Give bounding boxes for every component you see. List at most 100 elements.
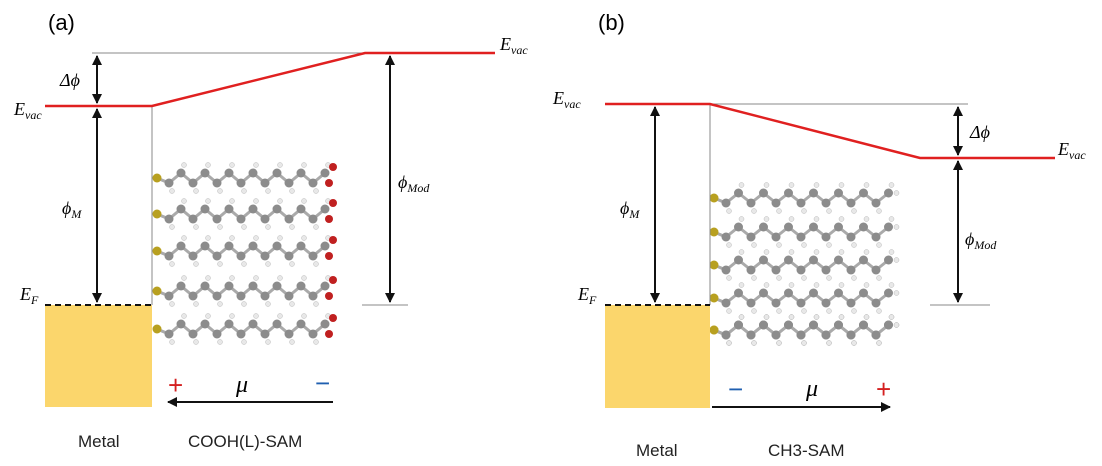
carbon [297,282,306,291]
hydrogen [814,315,819,320]
hydrogen [170,340,175,345]
hydrogen [727,276,732,281]
hydrogen [752,341,757,346]
hydrogen [206,314,211,319]
carbon [747,199,756,208]
hydrogen [839,183,844,188]
carbon [747,266,756,275]
hydrogen [266,225,271,230]
hydrogen [802,276,807,281]
hydrogen [864,315,869,320]
carbon [249,320,258,329]
carbon [189,179,198,188]
diagram: (a) Evac Evac Δϕ ϕM ϕMod EF + − μ⃗ Metal… [0,0,1102,466]
hydrogen [218,225,223,230]
hydrogen [290,225,295,230]
carbon [834,289,843,298]
carbon [784,189,793,198]
carbon [285,330,294,339]
carbon [722,199,731,208]
carbon [822,299,831,308]
carbon [759,189,768,198]
carbon [722,331,731,340]
carbon [321,282,330,291]
carbon [847,331,856,340]
e-vac-left: Evac [13,99,42,122]
hydrogen [278,236,283,241]
carbon [225,282,234,291]
hydrogen [889,183,894,188]
hydrogen [230,236,235,241]
sulfur [710,294,719,303]
hydrogen [889,250,894,255]
carbon [859,289,868,298]
carbon [847,233,856,242]
oxygen [329,276,337,284]
hydrogen [302,314,307,319]
phi-m: ϕM [620,198,640,221]
carbon [759,289,768,298]
metal-label: Metal [78,432,120,451]
oxygen [325,252,333,260]
carbon [809,289,818,298]
carbon [189,252,198,261]
hydrogen [752,309,757,314]
carbon [165,292,174,301]
hydrogen [752,209,757,214]
hydrogen [802,243,807,248]
hydrogen [814,250,819,255]
carbon [722,266,731,275]
hydrogen [278,199,283,204]
carbon [872,299,881,308]
hydrogen [230,314,235,319]
hydrogen [852,276,857,281]
carbon [273,282,282,291]
carbon [797,266,806,275]
hydrogen [727,209,732,214]
hydrogen [827,209,832,214]
carbon [822,331,831,340]
carbon [249,242,258,251]
hydrogen [789,183,794,188]
carbon [859,223,868,232]
carbon [834,223,843,232]
carbon [165,179,174,188]
carbon [213,215,222,224]
hydrogen [814,283,819,288]
carbon [177,282,186,291]
hydrogen [314,302,319,307]
dipole-symbol: μ⃗ [805,376,837,402]
hydrogen [290,340,295,345]
delta-phi: Δϕ [59,70,80,90]
delta-phi: Δϕ [969,122,990,142]
sulfur [710,326,719,335]
sulfur [710,228,719,237]
carbon [321,242,330,251]
hydrogen [194,302,199,307]
hydrogen [777,209,782,214]
hydrogen [789,250,794,255]
hydrogen [752,276,757,281]
carbon [297,169,306,178]
hydrogen [254,163,259,168]
carbon [201,242,210,251]
carbon [309,179,318,188]
hydrogen [206,199,211,204]
carbon [872,266,881,275]
hydrogen [727,341,732,346]
hydrogen [170,302,175,307]
carbon [309,330,318,339]
carbon [285,292,294,301]
carbon [872,233,881,242]
carbon [834,256,843,265]
plus-sign: + [876,374,891,404]
hydrogen [764,183,769,188]
hydrogen [278,314,283,319]
carbon [722,233,731,242]
carbon [261,215,270,224]
sulfur [153,287,162,296]
hydrogen [894,323,899,328]
carbon [321,169,330,178]
hydrogen [314,340,319,345]
carbon [809,256,818,265]
